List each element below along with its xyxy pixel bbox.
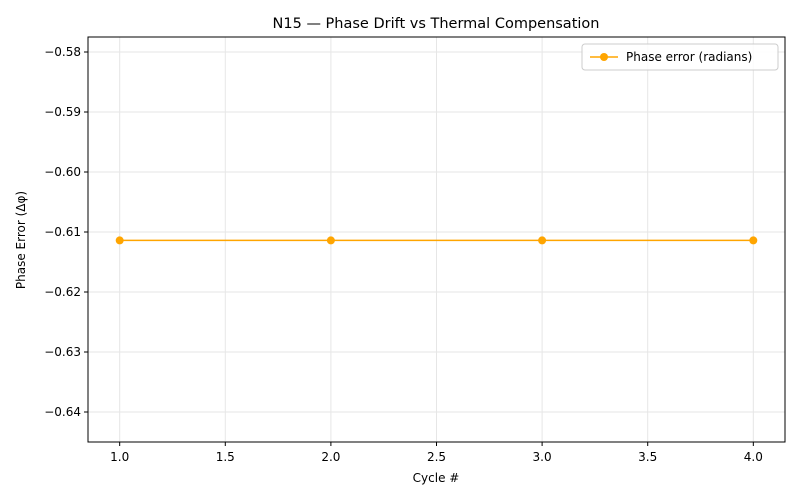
x-tick-label: 2.5 <box>427 450 446 464</box>
data-point <box>326 236 335 245</box>
legend-marker-swatch <box>600 53 608 61</box>
data-point <box>115 236 124 245</box>
y-axis-ticks: −0.58 −0.59 −0.60 −0.61 −0.62 −0.63 −0.64 <box>44 45 88 419</box>
data-point <box>749 236 758 245</box>
legend: Phase error (radians) <box>581 43 779 71</box>
x-tick-label: 2.0 <box>321 450 340 464</box>
y-tick-label: −0.62 <box>44 285 81 299</box>
x-axis-ticks: 1.0 1.5 2.0 2.5 3.0 3.5 4.0 <box>110 442 763 464</box>
y-tick-label: −0.63 <box>44 345 81 359</box>
chart-title: N15 — Phase Drift vs Thermal Compensatio… <box>273 16 600 32</box>
y-tick-label: −0.59 <box>44 105 81 119</box>
x-axis-label: Cycle # <box>413 471 460 485</box>
y-tick-label: −0.64 <box>44 405 81 419</box>
y-tick-label: −0.58 <box>44 45 81 59</box>
x-tick-label: 4.0 <box>744 450 763 464</box>
x-tick-label: 3.0 <box>533 450 552 464</box>
series-layer <box>115 236 758 245</box>
y-tick-label: −0.61 <box>44 225 81 239</box>
y-axis-label: Phase Error (Δφ) <box>14 191 28 289</box>
legend-box <box>581 43 779 71</box>
x-tick-label: 1.0 <box>110 450 129 464</box>
y-tick-label: −0.60 <box>44 165 81 179</box>
x-tick-label: 3.5 <box>638 450 657 464</box>
x-tick-label: 1.5 <box>216 450 235 464</box>
legend-entry-label: Phase error (radians) <box>626 50 752 64</box>
data-point <box>538 236 547 245</box>
